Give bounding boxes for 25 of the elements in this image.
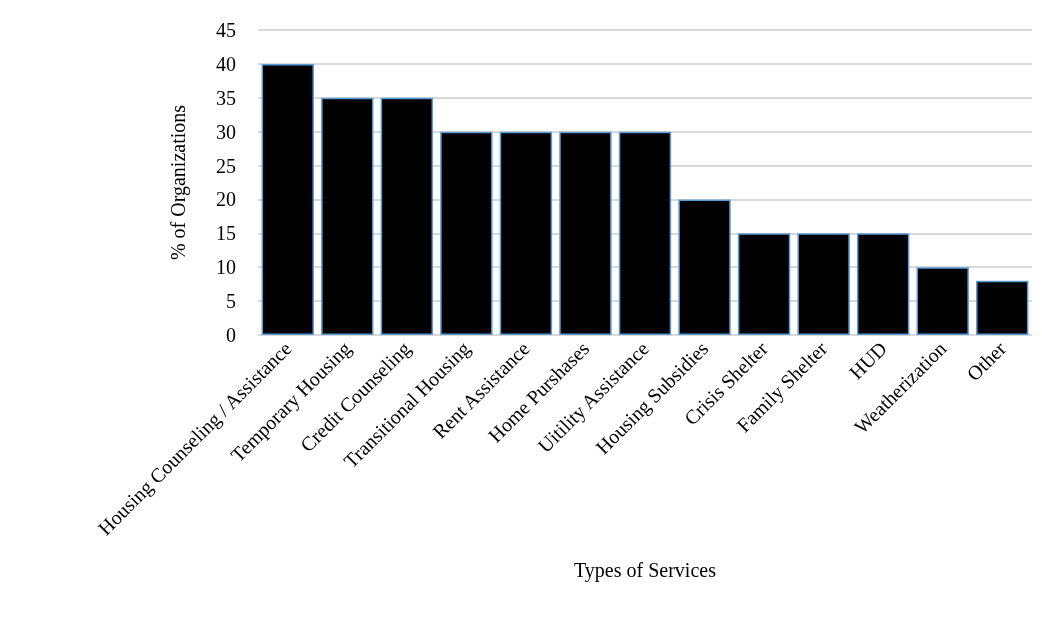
y-tick-label: 25: [216, 154, 236, 177]
bar: [559, 131, 612, 335]
y-tick-label: 45: [216, 19, 236, 41]
bar: [618, 131, 672, 335]
bar: [261, 63, 314, 335]
bar: [916, 267, 969, 335]
y-tick-label: 15: [216, 222, 236, 245]
y-tick-label: 40: [216, 52, 236, 75]
bar: [499, 131, 553, 335]
bar: [440, 131, 493, 335]
y-tick-label: 0: [226, 324, 236, 346]
bar: [321, 97, 374, 335]
y-axis-title: % of Organizations: [167, 104, 190, 261]
bar: [856, 233, 910, 335]
bar: [737, 233, 791, 335]
bar: [797, 233, 850, 335]
y-tick-label: 10: [216, 256, 236, 279]
bar: [976, 280, 1029, 335]
y-tick-label: 20: [216, 188, 236, 211]
y-tick-label: 5: [226, 290, 236, 313]
bar: [380, 97, 434, 335]
x-axis-title: Types of Services: [574, 559, 717, 582]
y-tick-label: 35: [216, 86, 236, 109]
y-tick-label: 30: [216, 120, 236, 143]
bar: [678, 199, 731, 335]
